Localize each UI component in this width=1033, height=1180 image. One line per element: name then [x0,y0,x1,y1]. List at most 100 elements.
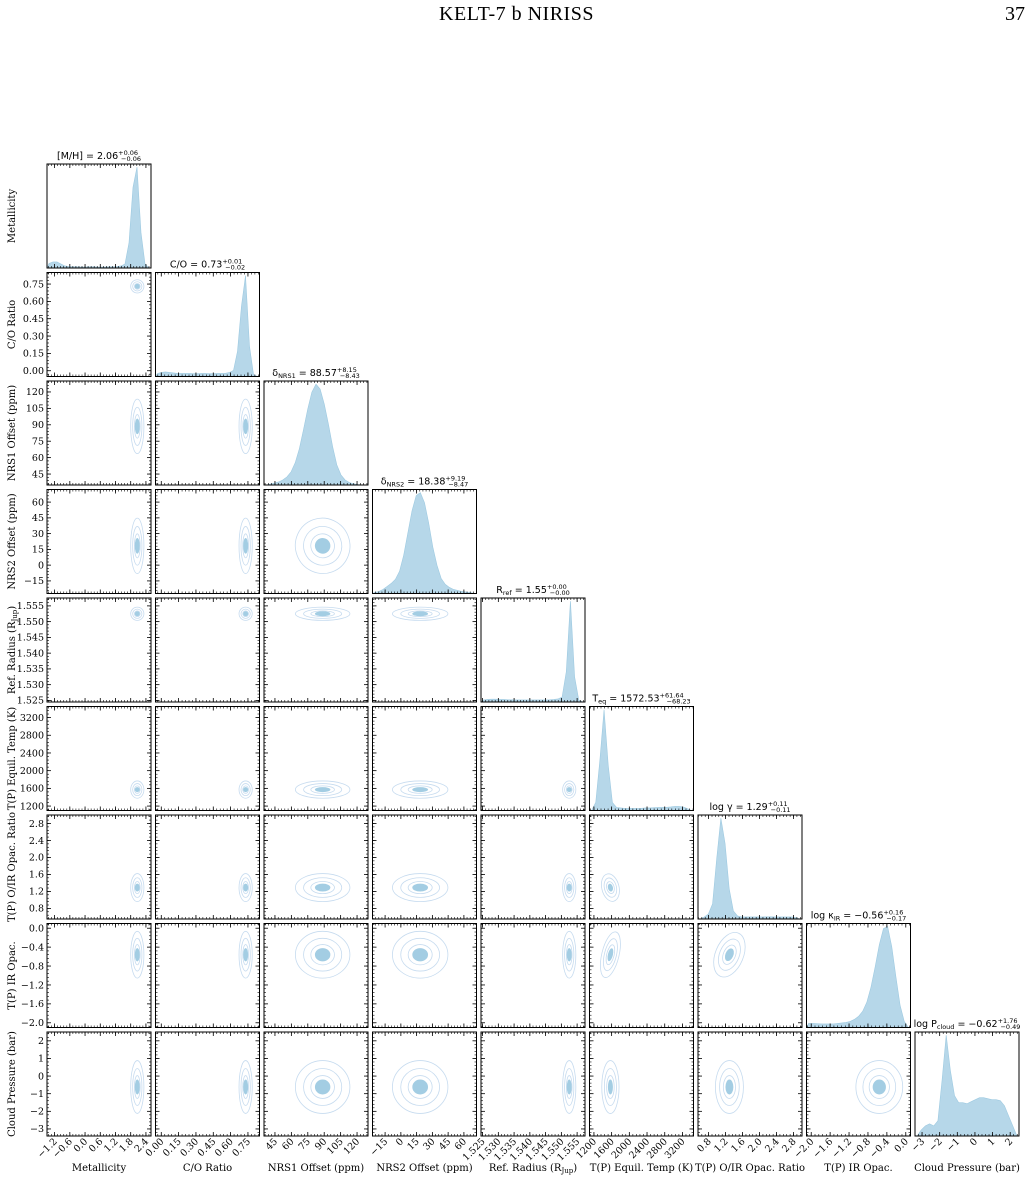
panel-frame [480,923,586,1028]
contour-level-3 [134,414,141,439]
contour-core [314,1079,331,1095]
y-tick-label: 45 [32,469,44,480]
contour-core [412,611,429,617]
y-tick-label: 2000 [20,766,44,777]
contour-level-1 [294,780,351,799]
x-axis-label-nrs2_offset: NRS2 Offset (ppm) [376,1163,472,1174]
histogram-panel-ref_radius: Rref = 1.55+0.00 −0.00 [480,583,586,703]
x-axis-label-teq: T(P) Equil. Temp (K) [590,1163,694,1174]
contour-level-3 [134,881,141,895]
contour-level-2 [400,937,440,972]
x-tick-label: 0.45 [196,1136,219,1159]
contour-panel-log_gamma-vs-ref_radius [480,814,586,920]
contour-level-1 [130,873,145,902]
panel-frame [372,706,477,811]
contour-level-1 [130,398,145,455]
contour-level-1 [392,930,449,979]
contour-core [607,1079,613,1095]
contour-level-3 [565,881,573,895]
x-tick-label: 30 [421,1136,437,1152]
x-tick-label: −1.6 [811,1136,835,1160]
contour-level-1 [562,930,577,979]
contour-level-2 [400,608,440,619]
x-axis-label-metallicity: Metallicity [72,1163,127,1174]
panel-frame [263,380,369,486]
panel-frame [155,380,260,486]
contour-core [243,883,249,892]
contour-core [314,537,331,554]
contour-level-1 [713,932,746,978]
contour-level-1 [562,873,577,902]
contour-level-1 [294,517,351,574]
contour-level-1 [238,606,253,621]
contour-level-2 [303,783,343,797]
contour-level-2 [564,783,575,797]
contour-level-3 [565,1075,573,1099]
y-tick-label: 2800 [20,731,44,742]
contour-core [566,883,572,892]
y-axis-label-nrs1_offset: NRS1 Offset (ppm) [7,385,18,481]
y-tick-label: −1.2 [21,980,44,991]
histogram-panel-teq: Teq = 1572.53+61.64 −68.23 [589,692,694,811]
y-tick-label: −0.8 [21,961,44,972]
contour-panel-teq-vs-metallicity: 1200 1600 2000 2400 2800 3200 [20,706,152,812]
histogram-fill [264,383,368,485]
running-title: KELT-7 b NIRISS [439,3,594,25]
x-tick-label: 2.4 [763,1136,781,1154]
contour-level-2 [132,1068,143,1106]
contour-level-1 [392,780,449,799]
contour-panel-teq-vs-nrs1_offset [263,706,369,811]
contour-core [412,1079,429,1095]
contour-panel-cloud_pressure-vs-log_gamma: 0.81.21.62.02.42.8 [695,1031,803,1155]
contour-level-3 [722,944,737,965]
x-axis-label-cloud_pressure: Cloud Pressure (bar) [914,1163,1020,1174]
contour-level-1 [238,873,253,902]
x-axis-label-log_kappa_ir: T(P) IR Opac. [824,1163,892,1174]
panel-frame [372,923,477,1028]
contour-level-1 [601,1060,620,1114]
panel-frame [697,1031,803,1137]
x-tick-label: 1.6 [729,1136,747,1154]
contour-level-3 [407,610,433,618]
contour-level-3 [407,944,433,966]
y-tick-label: −2.0 [21,1018,44,1029]
contour-panel-cloud_pressure-vs-nrs2_offset: −15 0 15 30 45 60 [368,1031,477,1158]
contour-level-3 [868,1075,890,1099]
x-tick-label: 0.75 [230,1136,253,1159]
contour-level-1 [294,930,351,979]
y-tick-label: 60 [32,497,44,508]
contour-core [412,948,429,962]
y-tick-label: 1.550 [17,617,44,628]
contour-level-1 [130,517,145,574]
y-axis-label-co_ratio: C/O Ratio [7,300,18,349]
contour-core [243,418,249,435]
x-axis-label-co_ratio: C/O Ratio [183,1163,232,1174]
panel-frame [372,814,477,920]
histogram-panel-log_gamma: log γ = 1.29+0.11 −0.11 [697,800,803,920]
contour-core [725,1079,734,1095]
y-tick-label: 3200 [20,713,44,724]
contour-level-2 [303,937,343,972]
contour-level-2 [132,783,143,797]
x-tick-label: −2.0 [792,1136,816,1160]
y-tick-label: 0.00 [23,366,44,377]
y-tick-label: 2 [38,1036,44,1047]
contour-level-3 [310,785,335,794]
x-tick-label: 0.0 [892,1136,910,1154]
contour-level-2 [717,938,741,971]
contour-level-2 [564,937,575,972]
y-tick-label: −15 [24,576,44,587]
panel-frame [806,923,911,1028]
contour-level-2 [862,1068,897,1106]
panel-frame [697,814,803,920]
contour-level-2 [564,877,575,898]
x-tick-label: 105 [325,1136,346,1157]
panel-frame [46,923,152,1028]
contour-level-2 [400,877,440,898]
panel-frame [480,814,586,920]
x-tick-label: 3200 [663,1136,688,1161]
contour-level-3 [407,785,433,794]
contour-level-3 [310,610,335,618]
contour-core [412,883,429,892]
